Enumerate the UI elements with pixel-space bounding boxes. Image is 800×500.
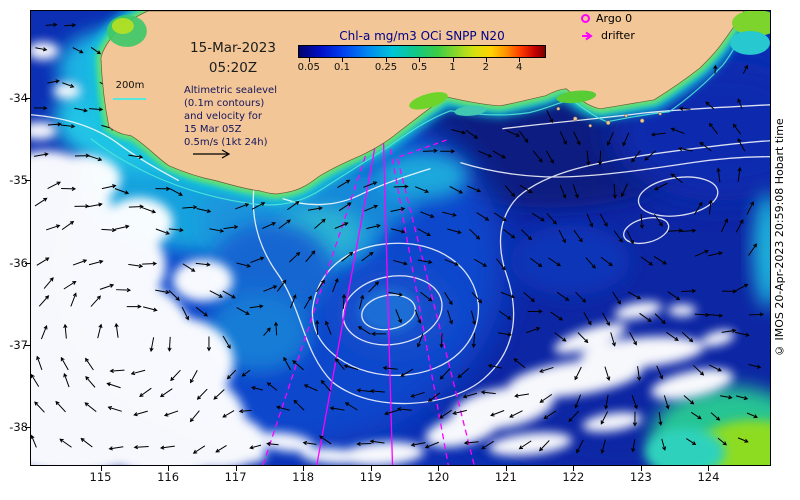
legend-row-argo: Argo 0 xyxy=(581,10,635,27)
date-text: 15-Mar-2023 xyxy=(190,40,276,56)
y-axis-tick-label: -35 xyxy=(9,173,28,188)
velocity-arrows xyxy=(31,22,765,454)
argo-label: Argo 0 xyxy=(596,12,633,25)
coastal-bloom xyxy=(111,17,134,34)
coastal-bloom xyxy=(732,11,770,36)
x-axis-tick-label: 116 xyxy=(157,470,180,484)
colorbar-tick-label: 0.1 xyxy=(334,62,350,73)
isobath-200m-label: 200m xyxy=(115,80,145,91)
argo-marker-icon xyxy=(581,14,590,23)
y-axis-tick-label: -38 xyxy=(9,420,28,435)
y-axis-tick xyxy=(25,98,30,99)
x-axis-tick-label: 121 xyxy=(494,470,517,484)
x-axis-tick-label: 120 xyxy=(427,470,450,484)
x-axis-tick-label: 117 xyxy=(224,470,247,484)
y-axis-tick xyxy=(25,427,30,429)
colorbar-tick-label: 2 xyxy=(482,62,490,73)
x-axis-tick-label: 115 xyxy=(89,470,112,484)
sealevel-contours xyxy=(31,104,770,405)
credit-text: © IMOS 20-Apr-2023 20:59:08 Hobart time xyxy=(773,118,786,358)
coastal-bloom xyxy=(730,30,770,55)
colorbar-tick xyxy=(342,58,343,62)
colorbar-gradient xyxy=(298,45,546,58)
x-axis-tick xyxy=(640,466,642,471)
colorbar-tick-label: 4 xyxy=(515,62,523,73)
cloud-nodata-areas xyxy=(31,41,735,465)
chlorophyll-map-image xyxy=(31,11,770,465)
drifter-marker-icon xyxy=(582,31,593,40)
x-axis-tick xyxy=(438,466,440,471)
x-axis-tick xyxy=(235,466,237,471)
time-text: 05:20Z xyxy=(208,60,258,77)
map-area xyxy=(30,10,771,466)
colorbar-tick-label: 0.5 xyxy=(411,62,428,73)
x-axis-tick xyxy=(573,466,575,471)
y-axis-tick xyxy=(25,180,30,182)
y-axis-tick xyxy=(25,262,30,264)
islands xyxy=(556,106,662,128)
x-axis-tick xyxy=(168,466,170,471)
colorbar-tick xyxy=(519,58,521,62)
altimetry-note-line: Altimetric sealevel xyxy=(184,85,277,96)
x-axis-tick-label: 124 xyxy=(697,470,720,484)
altimetry-note-line: (0.1m contours) xyxy=(184,98,265,109)
colorbar-tick xyxy=(308,58,310,62)
coastal-bloom xyxy=(556,90,597,104)
drifter-label: drifter xyxy=(601,29,635,42)
colorbar-tick xyxy=(452,58,454,62)
colorbar-tick-label: 1 xyxy=(449,62,456,73)
x-axis-tick xyxy=(100,466,102,471)
coastal-bloom xyxy=(409,92,448,110)
x-axis-tick xyxy=(708,466,710,471)
coastal-features xyxy=(106,11,770,128)
x-axis-tick xyxy=(370,466,372,471)
colorbar-tick xyxy=(386,58,387,62)
altimetry-note-line: 15 Mar 05Z xyxy=(184,124,242,135)
velocity-scale-arrow-icon xyxy=(193,149,231,159)
colorbar-tick xyxy=(485,58,487,62)
x-axis-tick xyxy=(303,466,305,471)
x-axis-tick-label: 119 xyxy=(359,470,382,484)
altimetry-note-line: 0.5m/s (1kt 24h) xyxy=(184,137,268,148)
y-axis-tick-label: -37 xyxy=(9,337,28,352)
x-axis-tick xyxy=(505,466,507,471)
altimetry-note: Altimetric sealevel (0.1m contours) and … xyxy=(184,84,304,149)
x-axis-tick-label: 122 xyxy=(562,470,585,484)
y-axis-tick xyxy=(25,344,30,346)
colorbar-tick xyxy=(419,58,421,62)
x-axis-tick-label: 123 xyxy=(629,470,652,484)
isobath-200m-sample-line xyxy=(113,98,146,100)
colorbar-tick-label: 0.05 xyxy=(297,62,320,73)
x-axis-tick-label: 118 xyxy=(292,470,315,484)
legend-row-drifter: drifter xyxy=(581,27,635,44)
coastal-bloom xyxy=(454,105,487,116)
y-axis-tick-label: -36 xyxy=(9,255,28,270)
colorbar-tick-label: 0.25 xyxy=(374,62,398,73)
y-axis-tick-label: -34 xyxy=(9,91,28,105)
datetime-label: 15-Mar-2023 05:20Z xyxy=(185,38,281,79)
map-legend: Argo 0 drifter xyxy=(581,10,635,44)
colorbar-title: Chl-a mg/m3 OCi SNPP N20 xyxy=(339,29,505,43)
altimetry-note-line: and velocity for xyxy=(184,111,263,122)
